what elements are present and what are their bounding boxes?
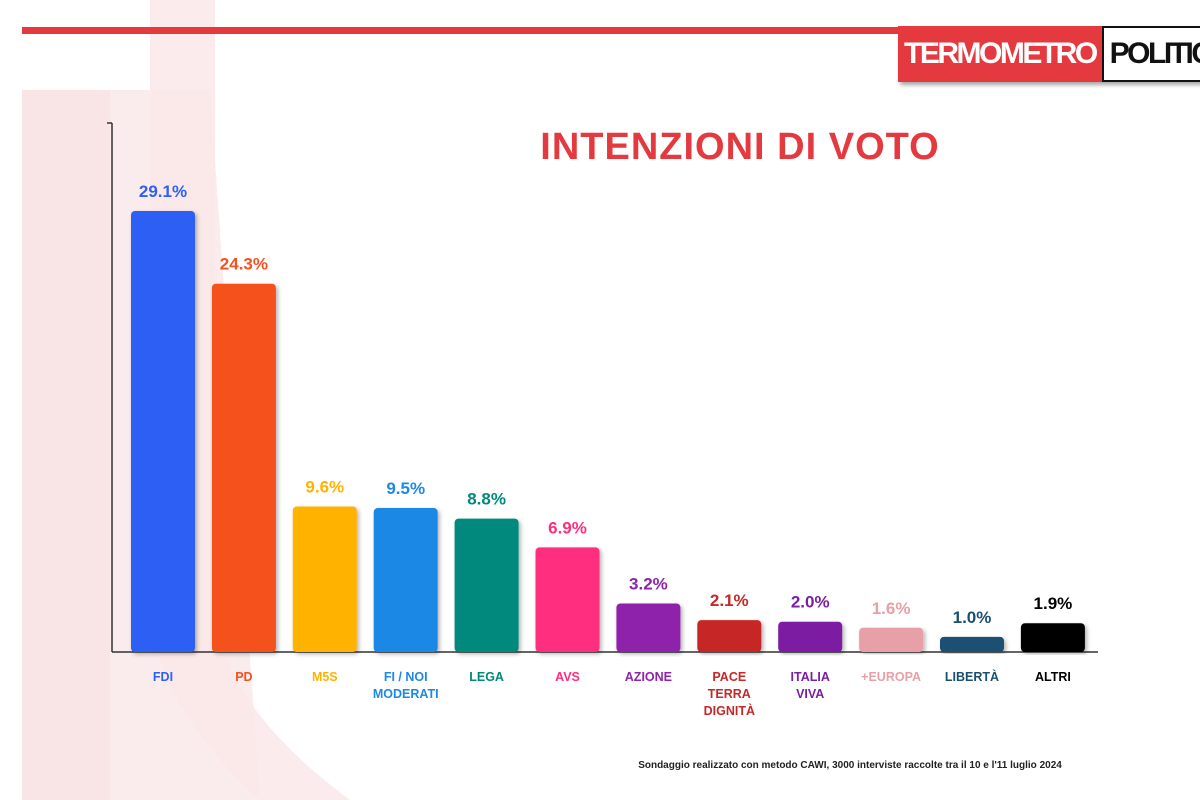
category-label-6: AZIONE (625, 670, 672, 684)
value-label-4: 8.8% (467, 490, 506, 509)
brand-logo: TERMOMETRO POLITICO (898, 26, 1200, 82)
bar-6 (616, 603, 681, 652)
footnote: Sondaggio realizzato con metodo CAWI, 30… (638, 760, 1062, 771)
background-bar-left (22, 90, 110, 800)
bar-1 (211, 283, 276, 652)
category-label-4: LEGA (469, 670, 504, 684)
bar-2 (292, 506, 357, 652)
category-label-2: M5S (312, 670, 338, 684)
value-label-8: 2.0% (791, 593, 830, 612)
background-curve (150, 0, 350, 800)
bar-0 (131, 211, 195, 652)
value-label-2: 9.6% (305, 478, 344, 497)
value-label-3: 9.5% (386, 479, 425, 498)
category-label-8: ITALIA VIVA (791, 670, 830, 701)
value-label-0: 29.1% (139, 182, 187, 201)
category-label-10: LIBERTÀ (945, 669, 999, 684)
logo-part-termometro: TERMOMETRO (898, 26, 1102, 82)
bar-3 (373, 508, 438, 652)
logo-part-politico: POLITICO (1101, 26, 1200, 82)
header-accent-line (22, 27, 1200, 34)
value-label-1: 24.3% (220, 255, 268, 274)
value-label-10: 1.0% (953, 608, 992, 627)
bar-5 (535, 547, 600, 652)
category-label-0: FDI (153, 670, 173, 684)
bar-8 (778, 621, 843, 652)
bar-11 (1020, 623, 1085, 652)
chart-title: INTENZIONI DI VOTO (540, 126, 940, 168)
category-label-7: PACE TERRA DIGNITÀ (704, 670, 755, 718)
category-label-11: ALTRI (1035, 670, 1071, 684)
value-label-7: 2.1% (710, 591, 749, 610)
value-label-6: 3.2% (629, 575, 668, 594)
category-label-9: +EUROPA (861, 670, 921, 684)
bar-10 (940, 636, 1004, 652)
bar-7 (697, 620, 762, 652)
category-label-1: PD (235, 670, 252, 684)
bar-4 (454, 518, 519, 652)
value-label-11: 1.9% (1034, 594, 1073, 613)
bar-9 (859, 627, 924, 652)
category-label-3: FI / NOI MODERATI (373, 670, 439, 701)
category-label-5: AVS (555, 670, 580, 684)
value-label-5: 6.9% (548, 518, 587, 537)
value-label-9: 1.6% (872, 599, 911, 618)
